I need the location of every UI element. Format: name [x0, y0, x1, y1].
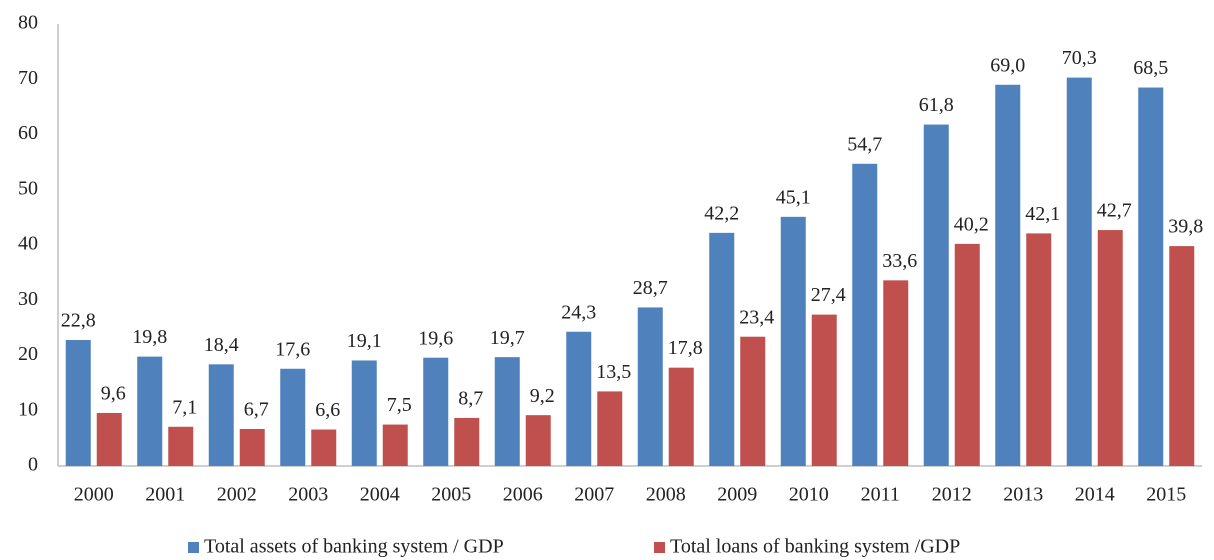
x-tick-label: 2014	[1075, 484, 1115, 506]
value-label: 7,5	[387, 394, 412, 416]
value-label: 8,7	[458, 388, 483, 410]
x-tick-label: 2005	[431, 484, 471, 506]
bar	[1026, 233, 1052, 466]
bar	[954, 243, 980, 466]
value-label: 6,7	[244, 399, 269, 421]
y-tick-label: 40	[18, 233, 38, 255]
value-label: 42,7	[1097, 200, 1132, 222]
bar	[852, 163, 878, 466]
bar	[995, 84, 1021, 467]
value-label: 19,1	[347, 330, 382, 352]
x-tick-label: 2003	[288, 484, 328, 506]
y-tick-label: 80	[18, 12, 38, 34]
legend-label: Total loans of banking system /GDP	[670, 536, 960, 558]
value-label: 69,0	[990, 54, 1025, 76]
value-label: 39,8	[1168, 216, 1203, 238]
bar	[1097, 230, 1123, 466]
value-label: 68,5	[1133, 57, 1168, 79]
value-label: 9,6	[101, 383, 126, 405]
value-label: 19,6	[418, 327, 453, 349]
value-label: 19,8	[132, 326, 167, 348]
x-tick-label: 2011	[861, 484, 900, 506]
x-tick-label: 2009	[717, 484, 757, 506]
x-tick-label: 2010	[789, 484, 829, 506]
y-tick-label: 0	[28, 454, 38, 476]
bar	[423, 357, 449, 466]
y-tick-label: 60	[18, 122, 38, 144]
bar	[351, 360, 377, 466]
value-label: 13,5	[596, 361, 631, 383]
bar	[137, 356, 163, 466]
legend-swatch	[188, 542, 199, 553]
bar	[382, 424, 408, 466]
x-tick-label: 2015	[1146, 484, 1186, 506]
value-label: 24,3	[561, 301, 596, 323]
value-label: 19,7	[490, 327, 525, 349]
y-tick-label: 70	[18, 67, 38, 89]
x-tick-label: 2006	[503, 484, 543, 506]
value-label: 17,8	[668, 337, 703, 359]
bar	[280, 368, 306, 466]
value-label: 54,7	[847, 133, 882, 155]
bar	[709, 232, 735, 466]
legend-label: Total assets of banking system / GDP	[204, 536, 504, 558]
bar	[239, 428, 265, 466]
y-tick-label: 30	[18, 288, 38, 310]
x-tick-label: 2007	[574, 484, 614, 506]
value-label: 70,3	[1062, 47, 1097, 69]
bar	[566, 331, 592, 466]
value-label: 7,1	[172, 396, 197, 418]
bar	[65, 340, 91, 466]
y-tick-label: 50	[18, 177, 38, 199]
value-label: 33,6	[882, 250, 917, 272]
y-tick-label: 20	[18, 343, 38, 365]
bar	[525, 415, 551, 466]
value-label: 28,7	[633, 277, 668, 299]
value-label: 42,2	[704, 202, 739, 224]
bar	[96, 412, 122, 466]
value-label: 27,4	[811, 284, 846, 306]
value-label: 22,8	[61, 310, 96, 332]
value-label: 9,2	[530, 385, 555, 407]
bar	[311, 429, 337, 466]
bar	[668, 367, 694, 466]
bar	[1138, 87, 1164, 466]
bar	[168, 426, 194, 466]
x-tick-label: 2012	[932, 484, 972, 506]
value-label: 40,2	[954, 213, 989, 235]
bar	[780, 216, 806, 466]
bar	[454, 417, 480, 466]
bar	[883, 280, 909, 466]
bar	[208, 364, 234, 466]
x-tick-label: 2004	[360, 484, 400, 506]
bar	[811, 314, 837, 466]
bar	[597, 391, 623, 466]
bar	[494, 357, 520, 466]
x-tick-label: 2002	[217, 484, 257, 506]
value-label: 23,4	[739, 306, 774, 328]
y-tick-label: 10	[18, 398, 38, 420]
x-tick-label: 2008	[646, 484, 686, 506]
bar	[1066, 77, 1092, 466]
bar	[923, 124, 949, 467]
value-label: 18,4	[204, 334, 239, 356]
value-label: 6,6	[315, 399, 340, 421]
x-tick-label: 2013	[1003, 484, 1043, 506]
value-label: 45,1	[776, 186, 811, 208]
bar	[1169, 246, 1195, 466]
bar	[740, 336, 766, 466]
x-tick-label: 2000	[74, 484, 114, 506]
x-tick-label: 2001	[145, 484, 185, 506]
value-label: 61,8	[919, 94, 954, 116]
legend-swatch	[654, 542, 665, 553]
bar	[637, 307, 663, 466]
value-label: 42,1	[1025, 203, 1060, 225]
value-label: 17,6	[275, 338, 310, 360]
